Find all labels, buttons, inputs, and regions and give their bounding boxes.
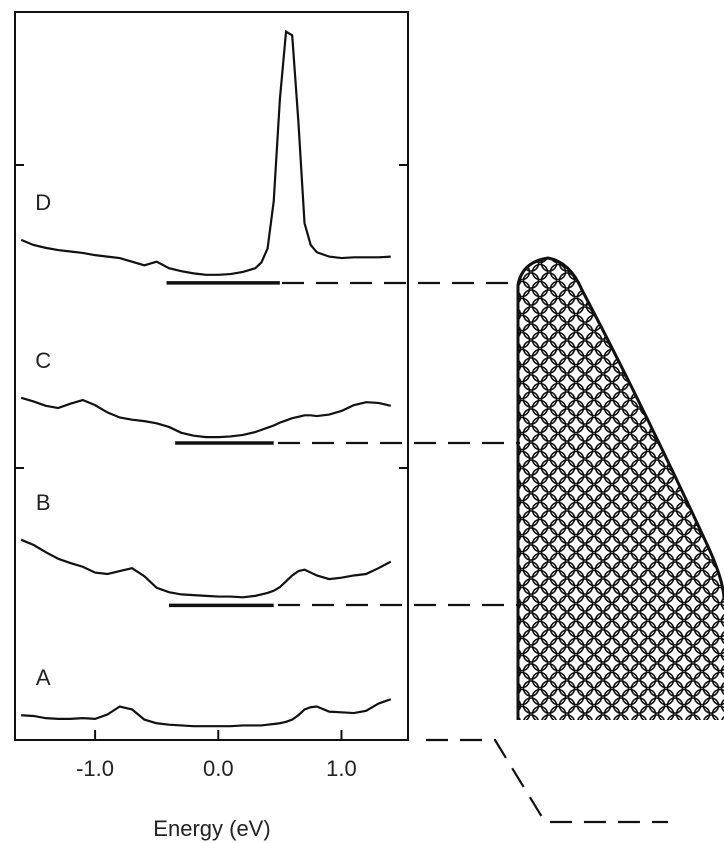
x-tick-label: 0.0 xyxy=(203,756,234,781)
series-label: B xyxy=(36,490,51,515)
nanotube xyxy=(510,250,724,725)
series-label: D xyxy=(35,190,51,215)
figure: Energy (eV) -1.0 0.0 1.0 A B C D xyxy=(0,0,724,843)
connector xyxy=(426,740,668,822)
spectrum-line xyxy=(21,32,391,275)
spectrum-line xyxy=(21,699,391,726)
page: {"chart_data": {"type": "line", "x_label… xyxy=(0,0,724,843)
spectrum-line xyxy=(21,398,391,437)
plot-frame xyxy=(15,12,408,740)
nanotube-lattice xyxy=(510,250,724,725)
x-tick-label: 1.0 xyxy=(326,756,357,781)
x-tick-label: -1.0 xyxy=(76,756,114,781)
series-label: A xyxy=(36,665,51,690)
x-axis-label: Energy (eV) xyxy=(153,816,270,841)
spectrum-line xyxy=(21,540,391,598)
series-label: C xyxy=(35,348,51,373)
